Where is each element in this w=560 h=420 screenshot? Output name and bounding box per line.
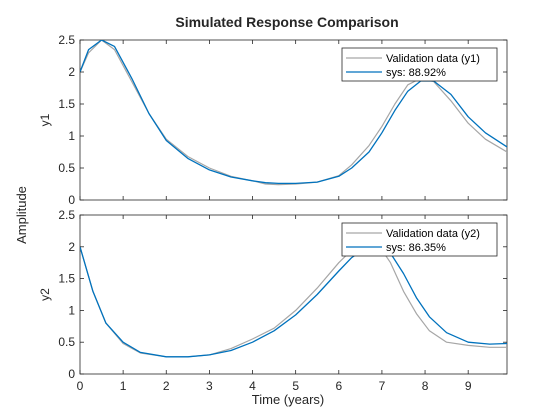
x-tick-label: 2 [163, 379, 170, 393]
legend-label: sys: 86.35% [386, 242, 446, 254]
y-tick-label: 1 [68, 303, 75, 317]
x-tick-label: 9 [465, 379, 472, 393]
y-tick-label: 0.5 [58, 161, 75, 175]
x-tick-label: 1 [120, 379, 127, 393]
y-tick-label: 2 [68, 65, 75, 79]
x-axis-label: Time (years) [252, 392, 324, 407]
legend-box [341, 222, 498, 257]
x-tick-label: 3 [206, 379, 213, 393]
panel-y-label: y1 [38, 113, 52, 126]
y-tick-label: 0 [68, 367, 75, 381]
y-tick-label: 2.5 [58, 33, 75, 47]
y-tick-label: 1.5 [58, 272, 75, 286]
legend: Validation data (y1) sys: 88.92% [341, 47, 498, 82]
legend: Validation data (y2) sys: 86.35% [341, 222, 498, 257]
x-tick-label: 4 [249, 379, 256, 393]
x-tick-label: 5 [292, 379, 299, 393]
legend-label: sys: 88.92% [386, 67, 446, 79]
y-tick-label: 2 [68, 240, 75, 254]
shared-y-axis-label: Amplitude [14, 186, 29, 244]
y-tick-label: 1 [68, 129, 75, 143]
chart-title: Simulated Response Comparison [175, 14, 398, 30]
x-tick-label: 8 [422, 379, 429, 393]
panel-y2: 0 1 2 3 4 5 6 7 8 9 0 0.5 1 1.5 2 2.5 y2 Validation data … [38, 208, 508, 393]
panel-y1: 0 0.5 1 1.5 2 2.5 y1 Validation data (y1) sys: 8… [38, 33, 508, 207]
legend-box [341, 47, 498, 82]
y-tick-label: 0 [68, 193, 75, 207]
panel-y-label: y2 [38, 288, 52, 301]
series-line-model-1 [80, 244, 507, 358]
legend-label: Validation data (y1) [386, 53, 480, 65]
y-tick-label: 0.5 [58, 335, 75, 349]
y-tick-label: 1.5 [58, 97, 75, 111]
x-tick-label: 7 [379, 379, 386, 393]
y-tick-label: 2.5 [58, 208, 75, 222]
x-tick-label: 6 [335, 379, 342, 393]
x-tick-label: 0 [77, 379, 84, 393]
legend-label: Validation data (y2) [386, 228, 480, 240]
